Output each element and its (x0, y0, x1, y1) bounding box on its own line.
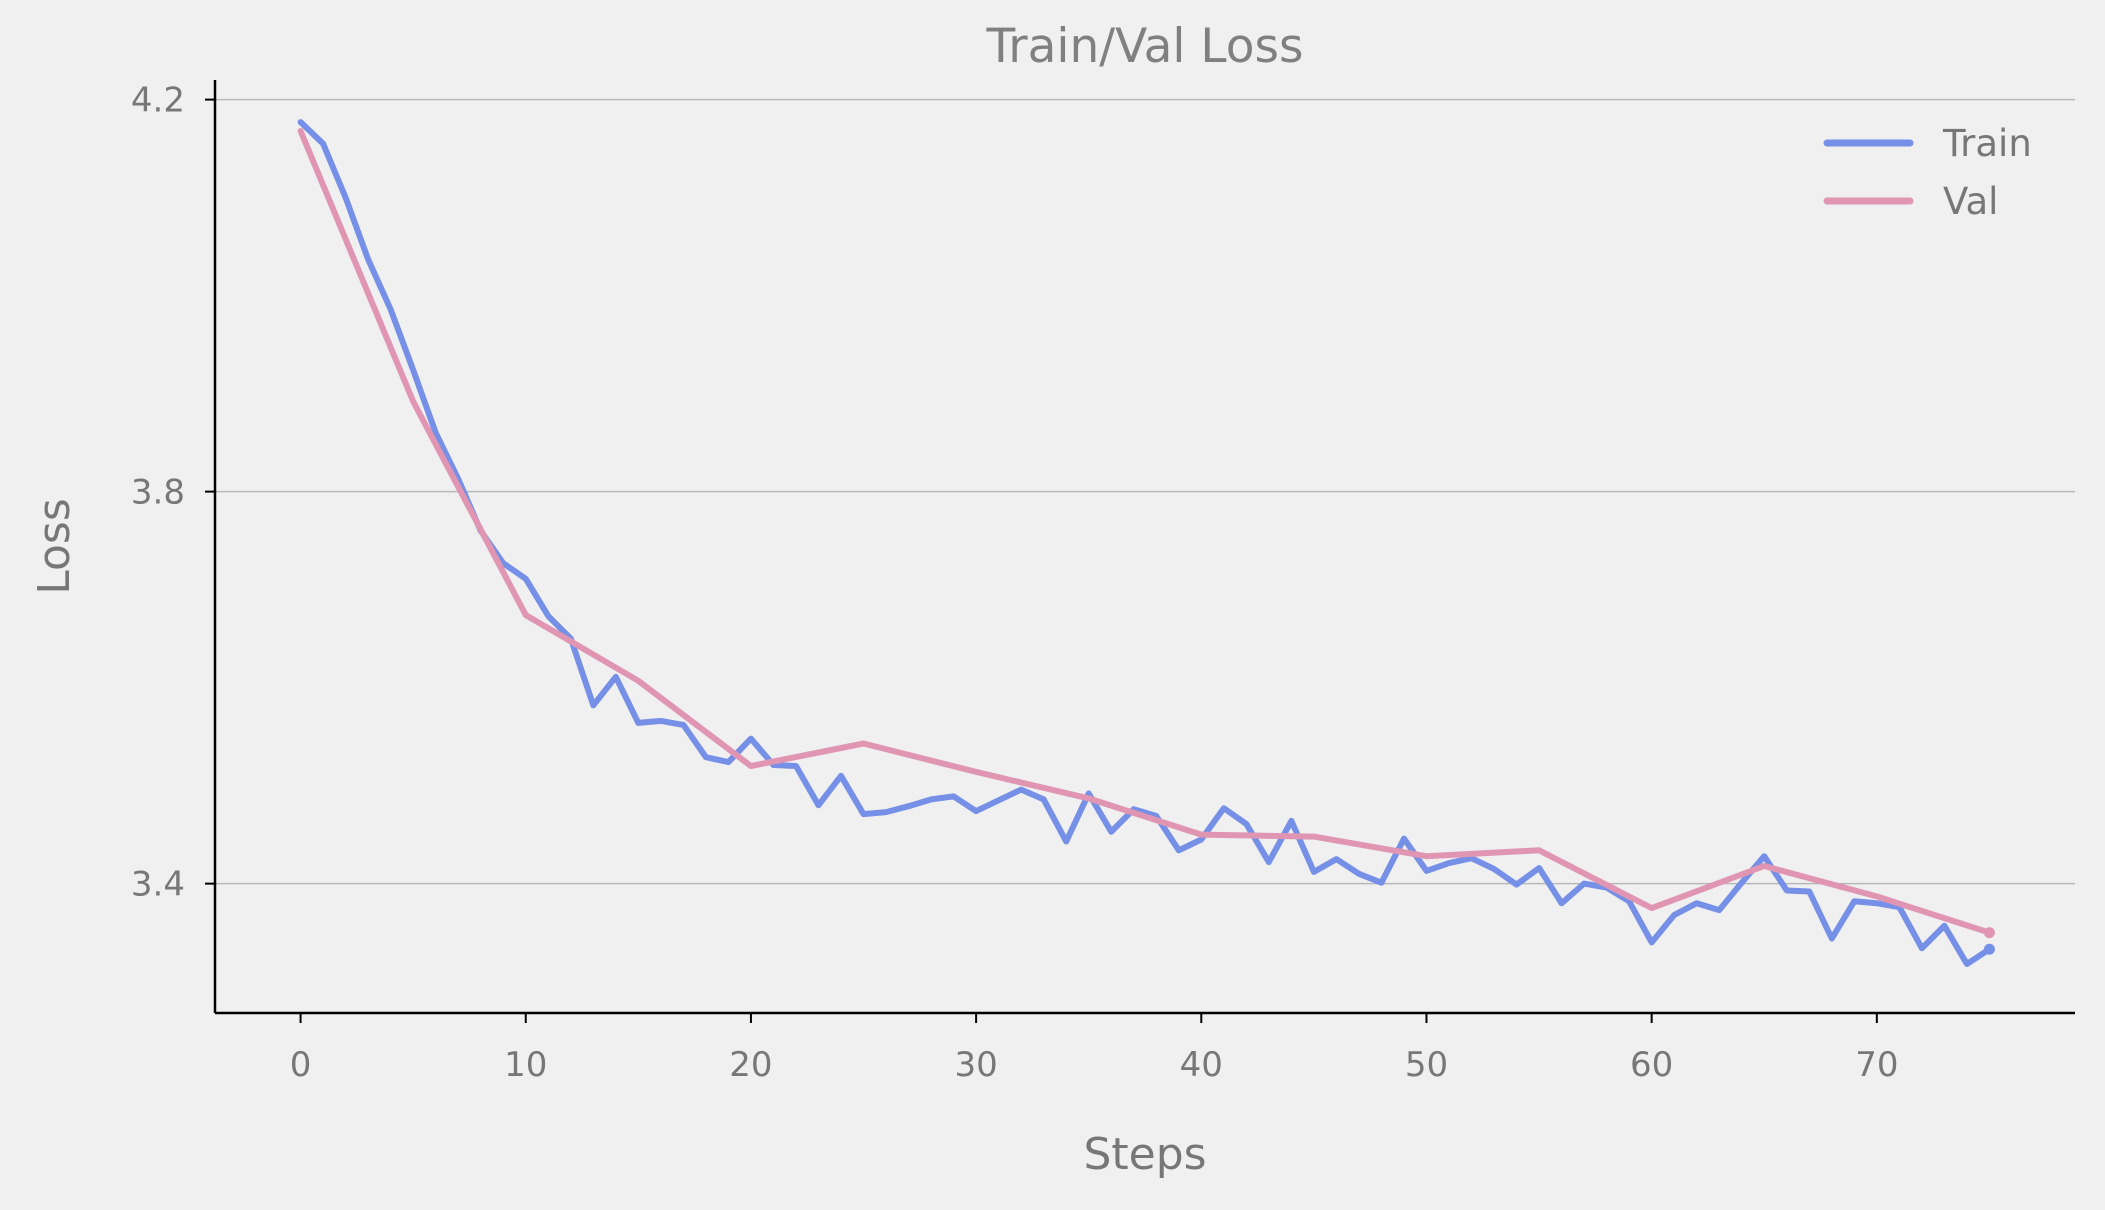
series-line-val (297, 128, 1993, 936)
x-tick-label: 60 (1630, 1045, 1673, 1085)
series-lines (297, 119, 1995, 967)
series-line-train (297, 119, 1993, 967)
gridlines (215, 98, 2075, 885)
series-end-point-val (1983, 927, 1995, 939)
chart-title: Train/Val Loss (986, 19, 1304, 74)
x-tick-label: 50 (1405, 1045, 1448, 1085)
legend-label-val: Val (1943, 180, 1998, 223)
x-tick-label: 10 (504, 1045, 547, 1085)
x-tick-label: 0 (290, 1045, 312, 1085)
y-tick-label: 3.8 (131, 473, 185, 513)
x-tick-label: 30 (954, 1045, 997, 1085)
y-axis-title: Loss (29, 498, 80, 595)
y-tick-label: 4.2 (131, 81, 185, 121)
legend: Train Val (1823, 122, 2032, 223)
legend-label-train: Train (1942, 122, 2032, 165)
x-tick-label: 20 (729, 1045, 772, 1085)
y-ticks: 3.4 3.8 4.2 (131, 81, 215, 905)
x-ticks: 0 10 20 30 40 50 60 70 (290, 1013, 1898, 1085)
y-tick-label: 3.4 (131, 865, 185, 905)
series-end-point-train (1983, 943, 1995, 955)
x-tick-label: 40 (1180, 1045, 1223, 1085)
x-axis-title: Steps (1083, 1129, 1206, 1180)
x-tick-label: 70 (1855, 1045, 1898, 1085)
